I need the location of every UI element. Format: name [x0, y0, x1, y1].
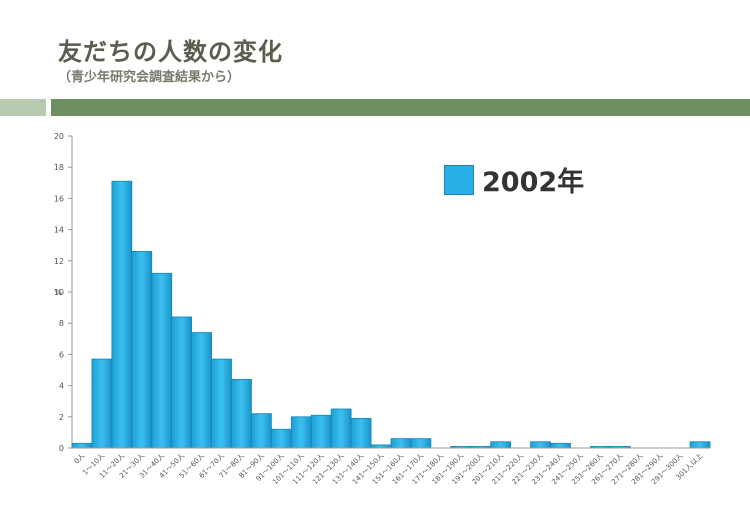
- bar-series: [71, 180, 711, 449]
- y-axis-label: %: [54, 288, 62, 297]
- legend-swatch: [444, 164, 474, 195]
- y-tick-label: 2: [59, 413, 64, 422]
- bar-10: [270, 428, 292, 449]
- bar-5: [171, 316, 193, 449]
- decorative-band-left: [0, 99, 46, 116]
- y-tick-label: 0: [59, 444, 64, 453]
- y-axis: 0 2 4 6 8 10 12 14 16 18 20%: [54, 132, 73, 453]
- bar-31: [689, 441, 711, 449]
- y-tick-label: 20: [54, 132, 64, 141]
- bar-21: [490, 441, 512, 449]
- bar-12: [310, 414, 332, 449]
- bar-8: [231, 378, 252, 449]
- y-tick-label: 4: [59, 382, 64, 391]
- y-tick-label: 12: [54, 257, 64, 266]
- y-tick-label: 8: [59, 319, 64, 328]
- legend-label: 2002年: [482, 167, 585, 198]
- decorative-band-right: [51, 99, 750, 116]
- bar-2: [111, 180, 133, 449]
- slide-subtitle: （青少年研究会調査結果から）: [58, 70, 241, 85]
- bar-16: [390, 438, 412, 449]
- bar-23: [530, 441, 551, 449]
- bar-14: [350, 417, 372, 449]
- x-axis: 0人1〜10人11〜20人21〜30人31〜40人41〜50人51〜60人61〜…: [72, 447, 710, 486]
- bar-17: [410, 438, 432, 449]
- y-tick-label: 18: [54, 163, 64, 172]
- y-tick-label: 6: [59, 350, 64, 359]
- bar-0: [71, 442, 93, 449]
- bar-3: [131, 251, 153, 449]
- bar-24: [550, 442, 571, 449]
- bar-1: [91, 358, 113, 449]
- bar-13: [330, 408, 352, 449]
- slide-title: 友だちの人数の変化: [58, 38, 283, 66]
- bar-11: [290, 416, 312, 449]
- bar-4: [151, 272, 173, 449]
- x-tick-label: 0人: [73, 452, 87, 466]
- bar-9: [251, 413, 272, 449]
- bar-6: [191, 332, 212, 449]
- chart-legend: 2002年: [444, 160, 584, 199]
- y-tick-label: 14: [54, 226, 64, 235]
- y-tick-label: 10: [54, 288, 64, 297]
- bar-7: [211, 358, 232, 449]
- y-tick-label: 16: [54, 194, 64, 203]
- histogram-chart: 0 2 4 6 8 10 12 14 16 18 20% 0人1〜10人11〜20人21〜30人31…: [54, 132, 711, 486]
